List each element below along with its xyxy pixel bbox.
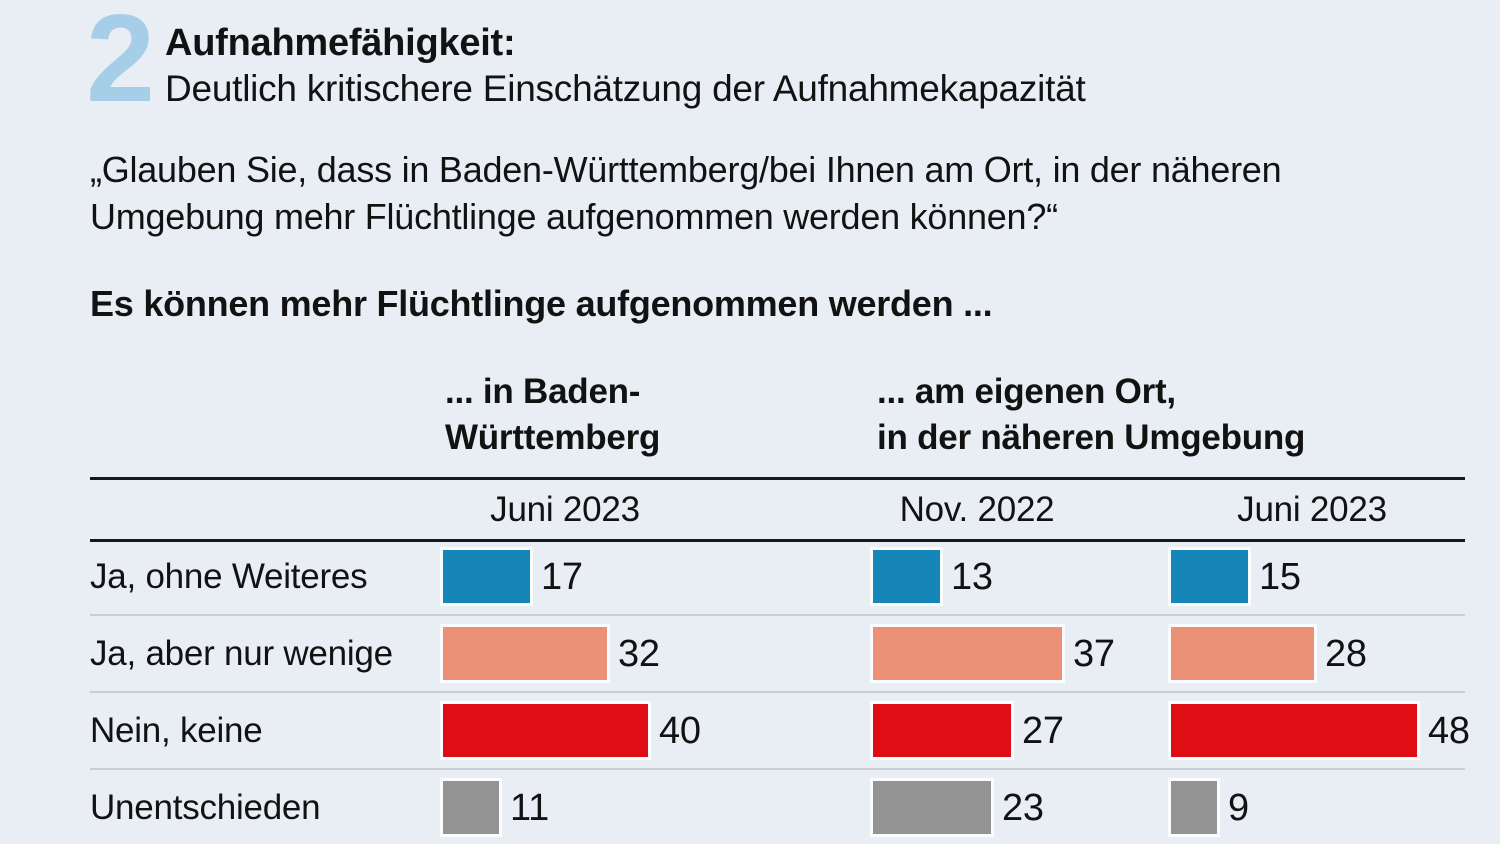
bar-group: 17 [440,539,583,614]
table-row: Nein, keine 40 27 48 [90,691,1470,768]
bar-chart-rows: Ja, ohne Weiteres 17 13 15 Ja, aber nur weni… [90,539,1470,844]
date-header: Juni 2023 [490,489,640,529]
section-number: 2 [86,0,155,128]
date-header: Juni 2023 [1237,489,1387,529]
bar-group: 32 [440,616,660,691]
bar-group: 40 [440,693,701,768]
bar-group: 28 [1168,616,1367,691]
bar-group: 27 [870,693,1064,768]
survey-question: „Glauben Sie, dass in Baden-Württemberg/… [90,149,1282,237]
bar-group: 13 [870,539,993,614]
blue-bar [1168,547,1251,606]
date-header: Nov. 2022 [899,489,1055,529]
gray-bar [1168,778,1220,837]
bar-value: 48 [1428,709,1470,752]
salmon-bar [1168,624,1317,683]
bar-value: 9 [1228,786,1249,829]
bar-value: 17 [541,555,583,598]
blue-bar [870,547,943,606]
group-header-line: in der näheren Umgebung [877,418,1306,457]
row-label: Ja, ohne Weiteres [90,556,368,596]
bar-value: 23 [1002,786,1044,829]
bar-group: 11 [440,770,549,844]
bar-value: 37 [1073,632,1115,675]
group-header-line: ... am eigenen Ort, [877,372,1176,411]
page-subtitle: Deutlich kritischere Einschätzung der Au… [165,68,1086,109]
red-bar [1168,701,1420,760]
bar-group: 9 [1168,770,1249,844]
row-label: Ja, aber nur wenige [90,633,393,673]
table-row: Ja, ohne Weiteres 17 13 15 [90,539,1465,614]
bar-value: 11 [510,786,549,829]
bar-value: 27 [1022,709,1064,752]
gray-bar [870,778,994,837]
table-row: Ja, aber nur wenige 32 37 28 [90,614,1465,691]
bar-value: 13 [951,555,993,598]
group-header-line: ... in Baden- [445,372,641,411]
page-title: Aufnahmefähigkeit: [165,22,516,64]
row-label: Nein, keine [90,710,263,750]
bar-group: 37 [870,616,1115,691]
salmon-bar [440,624,610,683]
bar-group: 15 [1168,539,1301,614]
red-bar [440,701,651,760]
date-header-row: Juni 2023 Nov. 2022 Juni 2023 [90,477,1465,542]
red-bar [870,701,1014,760]
bar-value: 28 [1325,632,1367,675]
row-label: Unentschieden [90,787,321,827]
bar-value: 32 [618,632,660,675]
table-row: Unentschieden 11 23 9 [90,768,1465,844]
bar-value: 40 [659,709,701,752]
column-group-header-baden-wuerttemberg: ... in Baden- Württemberg [445,369,660,461]
bar-group: 23 [870,770,1044,844]
chart-lead-text: Es können mehr Flüchtlinge aufgenommen w… [90,283,993,324]
bar-group: 48 [1168,693,1470,768]
group-header-line: Württemberg [445,418,661,457]
column-group-header-eigener-ort: ... am eigenen Ort, in der näheren Umgeb… [877,369,1305,461]
bar-value: 15 [1259,555,1301,598]
blue-bar [440,547,533,606]
salmon-bar [870,624,1065,683]
title-block: Aufnahmefähigkeit: Deutlich kritischere … [165,20,1086,112]
gray-bar [440,778,502,837]
